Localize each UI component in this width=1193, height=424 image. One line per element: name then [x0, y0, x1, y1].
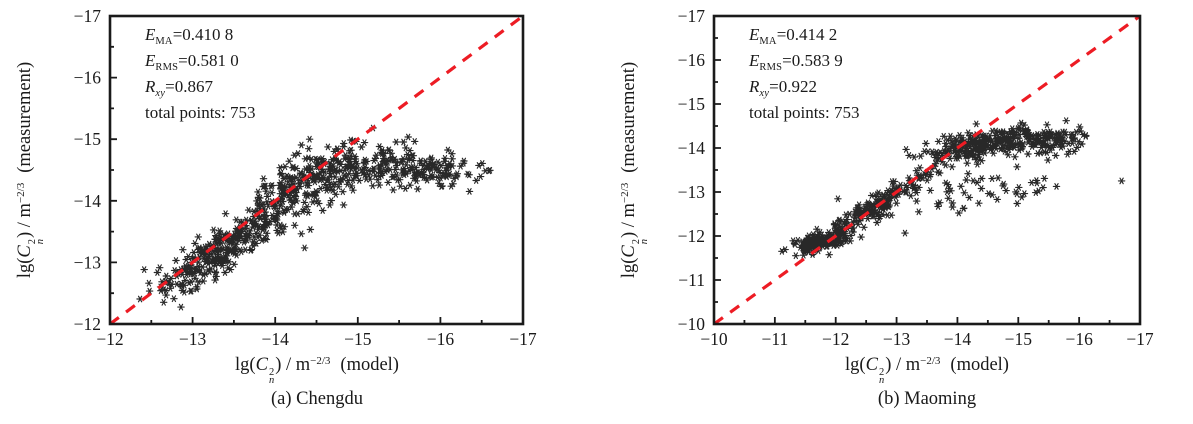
y-tick-label: −16	[74, 68, 102, 88]
x-tick-label: −12	[822, 329, 849, 349]
x-tick-label: −15	[344, 329, 372, 349]
y-tick-label: −15	[678, 94, 706, 114]
scatter-points-b	[778, 117, 1126, 260]
y-tick-label: −16	[678, 50, 706, 70]
x-tick-label: −13	[883, 329, 911, 349]
y-tick-label: −13	[678, 182, 706, 202]
y-tick-label: −17	[678, 6, 706, 26]
y-tick-label: −11	[678, 270, 705, 290]
x-tick-label: −16	[1065, 329, 1093, 349]
x-tick-label: −10	[700, 329, 728, 349]
x-tick-label: −14	[944, 329, 972, 349]
x-tick-label: −11	[761, 329, 788, 349]
x-tick-label: −17	[509, 329, 537, 349]
x-tick-label: −12	[96, 329, 123, 349]
x-tick-label: −17	[1126, 329, 1154, 349]
identity-line-a	[109, 14, 524, 326]
scatter-points-a	[136, 124, 494, 311]
y-tick-label: −10	[678, 314, 706, 334]
axis-ticks-b	[713, 15, 1141, 325]
x-tick-label: −14	[262, 329, 290, 349]
y-tick-label: −15	[74, 129, 102, 149]
identity-line-b	[713, 14, 1141, 326]
y-tick-label: −12	[74, 314, 101, 334]
x-tick-label: −15	[1005, 329, 1033, 349]
y-tick-label: −13	[74, 252, 102, 272]
y-tick-label: −12	[678, 226, 705, 246]
y-tick-label: −17	[74, 6, 102, 26]
x-tick-label: −16	[427, 329, 455, 349]
axis-ticks-a	[109, 15, 524, 325]
x-tick-label: −13	[179, 329, 207, 349]
y-tick-label: −14	[74, 191, 102, 211]
y-tick-label: −14	[678, 138, 706, 158]
